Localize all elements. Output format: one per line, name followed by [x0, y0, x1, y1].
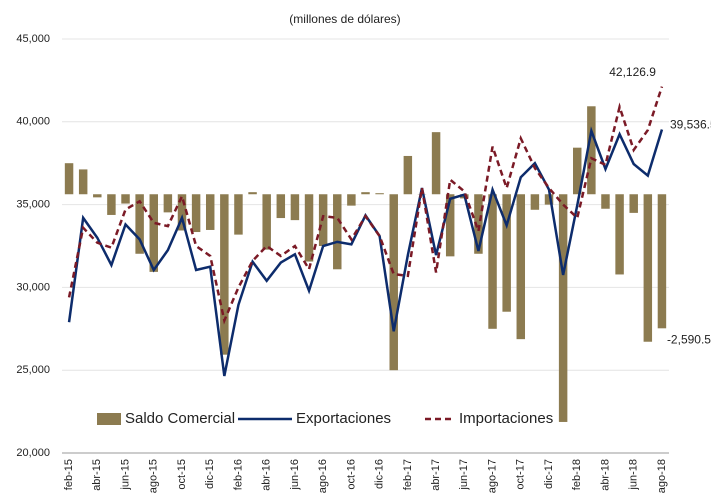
x-tick-label: oct-17 [515, 459, 527, 490]
bar [205, 194, 215, 230]
bar [333, 194, 342, 270]
x-tick-label: dic-15 [204, 459, 216, 489]
bar [149, 194, 158, 272]
legend-swatch [97, 413, 121, 425]
bar [643, 194, 653, 342]
bar [290, 194, 300, 221]
x-tick-label: jun-16 [289, 459, 301, 491]
bar [304, 194, 314, 262]
x-tick-label: dic-16 [374, 459, 386, 489]
chart-subtitle: (millones de dólares) [289, 12, 400, 26]
bar [544, 194, 554, 205]
bar [558, 194, 568, 422]
bar [361, 192, 370, 195]
bar [234, 194, 243, 235]
x-tick-label: abr-16 [261, 459, 273, 491]
x-tick-label: dic-17 [543, 459, 555, 489]
x-tick-label: oct-15 [176, 459, 188, 490]
bar [191, 194, 201, 233]
x-tick-label: abr-17 [430, 459, 442, 491]
bar [389, 194, 398, 371]
bar [601, 194, 610, 209]
x-tick-label: oct-16 [345, 459, 357, 490]
bar [502, 194, 511, 312]
bar [431, 132, 441, 195]
bar [573, 147, 582, 195]
bar [530, 194, 540, 210]
x-tick-label: abr-18 [599, 459, 611, 491]
y-tick-label: 35,000 [16, 199, 50, 211]
bar [177, 194, 187, 231]
data-label: 39,536.5 [670, 118, 711, 132]
bar [587, 106, 596, 195]
bar [276, 194, 286, 219]
bar [78, 169, 88, 195]
x-tick-label: jun-17 [458, 459, 470, 491]
x-tick-label: ago-18 [656, 459, 668, 493]
y-tick-label: 45,000 [16, 33, 50, 45]
y-tick-label: 40,000 [16, 116, 50, 128]
legend-label: Saldo Comercial [125, 410, 235, 427]
x-tick-label: ago-17 [486, 459, 498, 493]
bar [163, 194, 173, 213]
bar [516, 194, 526, 340]
x-tick-label: ago-15 [148, 459, 160, 493]
bar [615, 194, 624, 275]
bar [375, 193, 384, 195]
bar [107, 194, 116, 215]
legend-label: Exportaciones [296, 410, 391, 427]
bar [629, 194, 638, 213]
bar [262, 194, 271, 250]
bar [248, 192, 257, 195]
x-tick-label: jun-15 [119, 459, 131, 491]
bar [657, 194, 667, 329]
x-tick-label: feb-18 [571, 459, 583, 490]
bar [403, 155, 413, 195]
x-tick-label: jun-18 [628, 459, 640, 491]
bar [220, 194, 229, 355]
x-tick-label: ago-16 [317, 459, 329, 493]
x-tick-label: feb-16 [232, 459, 244, 490]
bar [121, 194, 130, 204]
bar [135, 194, 144, 254]
bar [93, 194, 102, 198]
y-tick-label: 20,000 [16, 447, 50, 459]
bar [474, 194, 483, 254]
y-tick-label: 30,000 [16, 281, 50, 293]
x-tick-label: abr-15 [91, 459, 103, 491]
x-tick-label: feb-15 [63, 459, 75, 490]
legend-label: Importaciones [459, 410, 553, 427]
y-tick-label: 25,000 [16, 364, 50, 376]
data-label: 42,126.9 [609, 65, 656, 79]
bar [488, 194, 497, 329]
x-tick-label: feb-17 [402, 459, 414, 490]
bar [445, 194, 455, 257]
data-label: -2,590.5 [667, 332, 711, 346]
line [67, 86, 664, 325]
bar [347, 194, 356, 206]
bar [64, 163, 74, 195]
